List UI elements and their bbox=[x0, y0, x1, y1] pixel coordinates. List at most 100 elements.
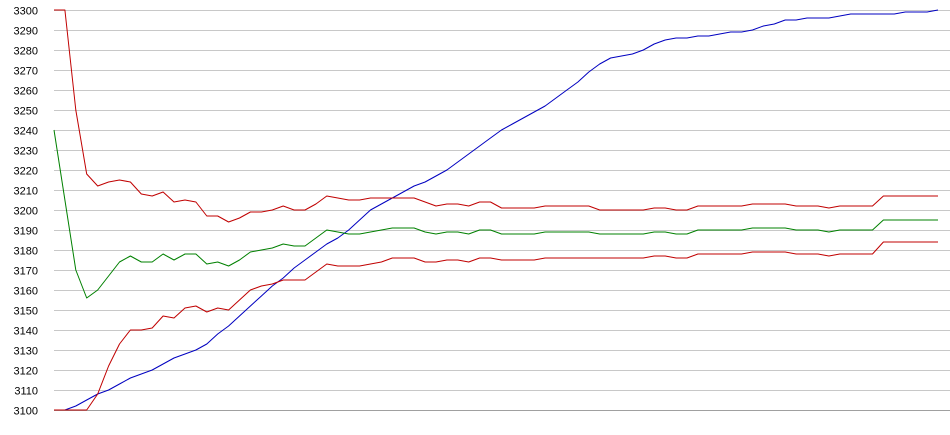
data-point bbox=[468, 154, 469, 155]
data-point bbox=[665, 232, 666, 233]
data-point bbox=[457, 204, 458, 205]
data-point bbox=[599, 258, 600, 259]
y-tick-label: 3160 bbox=[14, 286, 38, 298]
data-point bbox=[534, 112, 535, 113]
data-point bbox=[938, 10, 939, 11]
data-point bbox=[610, 210, 611, 211]
data-point bbox=[217, 262, 218, 263]
data-point bbox=[294, 280, 295, 281]
data-point bbox=[228, 266, 229, 267]
data-point bbox=[272, 286, 273, 287]
series-points-3 bbox=[54, 130, 939, 299]
data-point bbox=[152, 196, 153, 197]
data-point bbox=[774, 204, 775, 205]
data-point bbox=[818, 254, 819, 255]
data-point bbox=[916, 12, 917, 13]
data-point bbox=[752, 252, 753, 253]
data-point bbox=[348, 266, 349, 267]
data-point bbox=[119, 384, 120, 385]
data-point bbox=[392, 258, 393, 259]
data-point bbox=[861, 14, 862, 15]
data-point bbox=[566, 258, 567, 259]
data-point bbox=[818, 230, 819, 231]
data-point bbox=[545, 206, 546, 207]
data-point bbox=[272, 210, 273, 211]
data-point bbox=[446, 232, 447, 233]
y-tick-label: 3260 bbox=[14, 86, 38, 98]
data-point bbox=[119, 180, 120, 181]
data-point bbox=[828, 232, 829, 233]
data-point bbox=[108, 276, 109, 277]
data-point bbox=[370, 232, 371, 233]
data-point bbox=[861, 230, 862, 231]
data-point bbox=[261, 296, 262, 297]
y-tick-label: 3300 bbox=[14, 6, 38, 18]
data-point bbox=[217, 216, 218, 217]
data-point bbox=[577, 206, 578, 207]
data-point bbox=[501, 234, 502, 235]
data-point bbox=[905, 220, 906, 221]
data-point bbox=[741, 254, 742, 255]
data-point bbox=[741, 32, 742, 33]
y-tick-label: 3240 bbox=[14, 126, 38, 138]
data-point bbox=[512, 124, 513, 125]
y-tick-label: 3180 bbox=[14, 246, 38, 258]
y-tick-label: 3270 bbox=[14, 66, 38, 78]
data-point bbox=[337, 238, 338, 239]
data-point bbox=[315, 252, 316, 253]
data-point bbox=[708, 36, 709, 37]
data-point bbox=[403, 228, 404, 229]
data-point bbox=[632, 54, 633, 55]
data-point bbox=[512, 234, 513, 235]
data-point bbox=[217, 334, 218, 335]
data-point bbox=[206, 264, 207, 265]
data-point bbox=[534, 208, 535, 209]
data-point bbox=[850, 230, 851, 231]
data-point bbox=[54, 130, 55, 131]
data-point bbox=[195, 350, 196, 351]
data-point bbox=[305, 210, 306, 211]
data-point bbox=[64, 200, 65, 201]
data-point bbox=[883, 196, 884, 197]
data-point bbox=[457, 162, 458, 163]
data-point bbox=[665, 208, 666, 209]
data-point bbox=[97, 186, 98, 187]
data-point bbox=[64, 410, 65, 411]
data-point bbox=[86, 174, 87, 175]
data-point bbox=[141, 374, 142, 375]
data-point bbox=[195, 306, 196, 307]
grid-lines bbox=[54, 10, 950, 411]
data-point bbox=[414, 258, 415, 259]
data-point bbox=[305, 280, 306, 281]
data-point bbox=[752, 228, 753, 229]
data-point bbox=[479, 146, 480, 147]
data-point bbox=[828, 208, 829, 209]
series-line-4 bbox=[54, 241, 938, 411]
data-point bbox=[283, 206, 284, 207]
data-point bbox=[436, 262, 437, 263]
data-point bbox=[75, 110, 76, 111]
data-point bbox=[337, 266, 338, 267]
data-point bbox=[763, 228, 764, 229]
data-point bbox=[643, 50, 644, 51]
data-point bbox=[174, 318, 175, 319]
data-point bbox=[850, 14, 851, 15]
data-point bbox=[370, 198, 371, 199]
data-point bbox=[130, 378, 131, 379]
data-point bbox=[697, 36, 698, 37]
data-point bbox=[261, 286, 262, 287]
data-point bbox=[665, 256, 666, 257]
data-point bbox=[119, 344, 120, 345]
data-point bbox=[566, 232, 567, 233]
data-point bbox=[261, 250, 262, 251]
data-point bbox=[916, 242, 917, 243]
data-point bbox=[708, 206, 709, 207]
data-point bbox=[807, 206, 808, 207]
data-point bbox=[326, 196, 327, 197]
data-point bbox=[872, 230, 873, 231]
data-point bbox=[250, 306, 251, 307]
data-point bbox=[839, 254, 840, 255]
data-point bbox=[752, 204, 753, 205]
data-point bbox=[381, 230, 382, 231]
y-tick-label: 3130 bbox=[14, 346, 38, 358]
